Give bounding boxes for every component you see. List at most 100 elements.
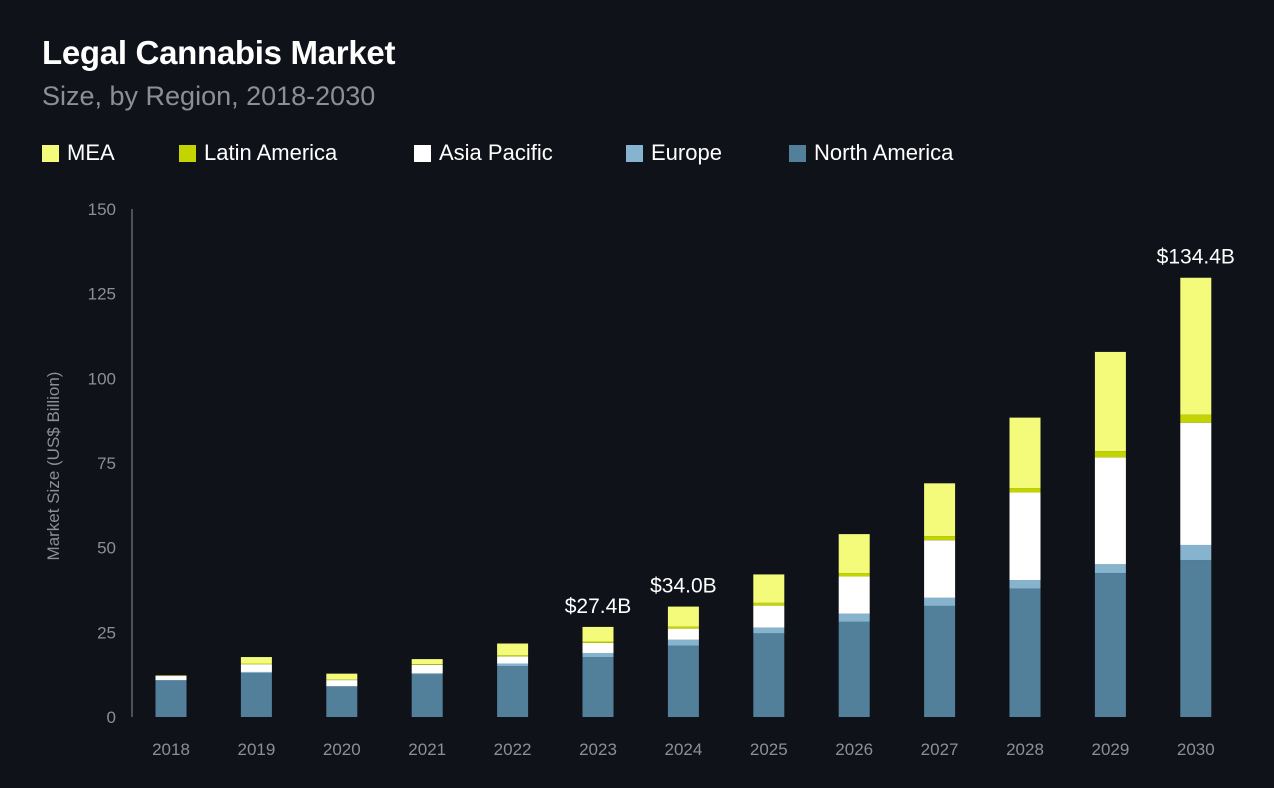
bar-north-america-2027	[924, 605, 956, 717]
x-tick-label-2023: 2023	[579, 740, 617, 759]
bars-layer	[155, 277, 1212, 717]
x-tick-label-2018: 2018	[152, 740, 190, 759]
bar-asia-pacific-2024	[667, 628, 699, 640]
bar-latin-america-2030	[1180, 414, 1212, 423]
total-label-2024: $34.0B	[650, 575, 717, 598]
bar-north-america-2028	[1009, 588, 1041, 717]
bar-north-america-2023	[582, 657, 614, 717]
legend: MEA Latin America Asia Pacific Europe No…	[42, 140, 1042, 166]
bar-asia-pacific-2023	[582, 642, 614, 653]
bar-asia-pacific-2027	[924, 540, 956, 598]
bar-europe-2019	[240, 671, 272, 673]
bar-asia-pacific-2022	[497, 656, 529, 664]
bar-mea-2019	[240, 657, 272, 664]
bar-north-america-2022	[497, 666, 529, 717]
bar-asia-pacific-2019	[240, 664, 272, 672]
y-tick-label-150: 150	[88, 200, 116, 219]
x-tick-label-2025: 2025	[750, 740, 788, 759]
legend-swatch-asia-pacific	[414, 144, 431, 162]
bar-mea-2023	[582, 626, 614, 642]
legend-item-north-america: North America	[789, 140, 953, 166]
bar-asia-pacific-2026	[838, 576, 870, 614]
bar-europe-2024	[667, 639, 699, 646]
bar-europe-2022	[497, 663, 529, 667]
bar-asia-pacific-2029	[1094, 457, 1126, 565]
labels-layer: $27.4B $34.0B $134.4B	[565, 246, 1235, 618]
x-tick-label-2026: 2026	[835, 740, 873, 759]
bar-latin-america-2029	[1094, 451, 1126, 458]
bar-north-america-2030	[1180, 560, 1212, 717]
bar-europe-2029	[1094, 564, 1126, 574]
bar-asia-pacific-2020	[326, 680, 358, 687]
bar-europe-2026	[838, 613, 870, 622]
legend-swatch-north-america	[789, 144, 806, 162]
bar-north-america-2018	[155, 680, 187, 717]
bar-mea-2022	[497, 643, 529, 656]
bar-asia-pacific-2025	[753, 605, 785, 628]
x-tick-label-2021: 2021	[408, 740, 446, 759]
bar-latin-america-2024	[667, 626, 699, 629]
x-tick-label-2024: 2024	[664, 740, 702, 759]
x-tick-label-2028: 2028	[1006, 740, 1044, 759]
bar-mea-2027	[924, 483, 956, 537]
bar-latin-america-2023	[582, 641, 614, 643]
total-label-2030: $134.4B	[1157, 246, 1235, 269]
bar-europe-2027	[924, 597, 956, 606]
y-tick-label-50: 50	[97, 539, 116, 558]
bar-europe-2023	[582, 652, 614, 658]
bar-north-america-2024	[667, 645, 699, 717]
bar-north-america-2020	[326, 686, 358, 717]
bar-asia-pacific-2018	[155, 676, 187, 681]
bar-mea-2029	[1094, 351, 1126, 452]
bar-mea-2030	[1180, 277, 1212, 415]
y-tick-label-25: 25	[97, 623, 116, 642]
y-tick-label-75: 75	[97, 454, 116, 473]
bar-asia-pacific-2028	[1009, 492, 1041, 581]
bar-mea-2024	[667, 606, 699, 627]
bar-mea-2021	[411, 659, 443, 665]
x-tick-label-2022: 2022	[494, 740, 532, 759]
legend-swatch-latin-america	[179, 144, 196, 162]
bar-latin-america-2021	[411, 664, 443, 665]
legend-swatch-mea	[42, 144, 59, 162]
bar-north-america-2025	[753, 633, 785, 717]
x-tick-label-2019: 2019	[237, 740, 275, 759]
bar-mea-2020	[326, 673, 358, 680]
x-tick-label-2027: 2027	[921, 740, 959, 759]
bar-latin-america-2028	[1009, 488, 1041, 493]
y-tick-label-100: 100	[88, 369, 116, 388]
legend-label-north-america: North America	[814, 140, 954, 165]
bar-mea-2028	[1009, 417, 1041, 489]
y-tick-label-125: 125	[88, 285, 116, 304]
bar-mea-2026	[838, 534, 870, 574]
bar-north-america-2019	[240, 672, 272, 717]
bar-mea-2025	[753, 574, 785, 603]
bar-europe-2021	[411, 673, 443, 675]
bar-latin-america-2019	[240, 663, 272, 665]
legend-item-mea: MEA	[42, 140, 115, 166]
x-tick-label-2030: 2030	[1177, 740, 1215, 759]
legend-label-asia-pacific: Asia Pacific	[439, 140, 553, 165]
y-axis-label: Market Size (US$ Billion)	[44, 372, 63, 561]
bar-latin-america-2025	[753, 602, 785, 606]
bar-north-america-2026	[838, 621, 870, 717]
bar-asia-pacific-2021	[411, 664, 443, 674]
bar-latin-america-2027	[924, 536, 956, 541]
legend-item-latin-america: Latin America	[179, 140, 337, 166]
bar-europe-2025	[753, 627, 785, 634]
bar-europe-2030	[1180, 544, 1212, 561]
chart-title: Legal Cannabis Market	[42, 34, 396, 71]
x-tick-label-2020: 2020	[323, 740, 361, 759]
legend-label-europe: Europe	[651, 140, 722, 165]
legend-swatch-europe	[626, 144, 643, 162]
bar-north-america-2029	[1094, 573, 1126, 717]
bar-latin-america-2026	[838, 573, 870, 577]
bar-asia-pacific-2030	[1180, 422, 1212, 545]
x-tick-label-2029: 2029	[1091, 740, 1129, 759]
bar-north-america-2021	[411, 674, 443, 717]
legend-label-mea: MEA	[67, 140, 115, 165]
legend-item-asia-pacific: Asia Pacific	[414, 140, 553, 166]
y-tick-label-0: 0	[107, 708, 116, 727]
legend-label-latin-america: Latin America	[204, 140, 338, 165]
